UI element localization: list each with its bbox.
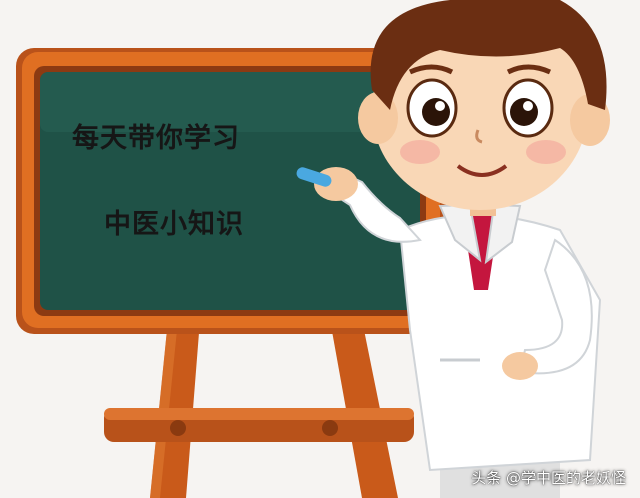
doctor (296, 0, 610, 498)
easel (104, 320, 414, 498)
board-line-2: 中医小知识 (104, 209, 244, 240)
board-line-1: 每天带你学习 (72, 123, 240, 154)
chalkboard (16, 48, 446, 334)
watermark: 头条 @学中医的老妖怪 (471, 469, 626, 487)
